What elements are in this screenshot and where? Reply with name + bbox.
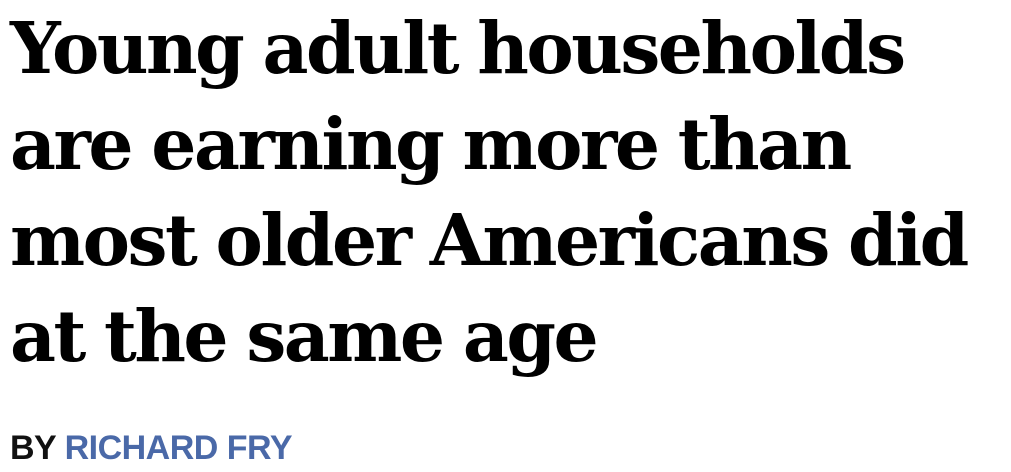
headline-line-1: Young adult households [10, 6, 906, 90]
byline: BY RICHARD FRY [10, 424, 293, 472]
article-header: Young adult households are earning more … [10, 0, 1010, 384]
byline-prefix: BY [10, 429, 56, 467]
headline-line-2: are earning more than [10, 102, 852, 186]
headline-line-3: most older Americans did [10, 198, 969, 282]
author-link[interactable]: RICHARD FRY [64, 429, 293, 467]
headline: Young adult households are earning more … [10, 0, 1010, 384]
headline-line-4: at the same age [10, 294, 599, 378]
